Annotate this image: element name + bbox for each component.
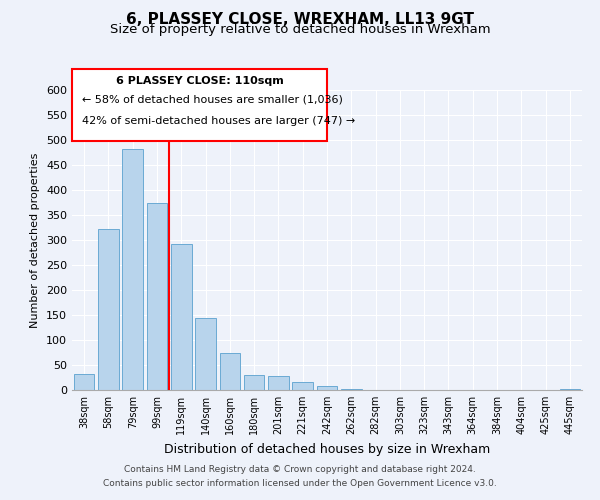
Bar bbox=[244, 374, 265, 390]
Bar bbox=[195, 318, 216, 390]
Y-axis label: Number of detached properties: Number of detached properties bbox=[31, 152, 40, 328]
X-axis label: Distribution of detached houses by size in Wrexham: Distribution of detached houses by size … bbox=[164, 442, 490, 456]
Bar bbox=[122, 149, 143, 390]
Text: 6 PLASSEY CLOSE: 110sqm: 6 PLASSEY CLOSE: 110sqm bbox=[116, 76, 283, 86]
Bar bbox=[317, 386, 337, 390]
Bar bbox=[74, 374, 94, 390]
Text: Contains HM Land Registry data © Crown copyright and database right 2024.
Contai: Contains HM Land Registry data © Crown c… bbox=[103, 466, 497, 487]
Bar bbox=[171, 244, 191, 390]
Text: 6, PLASSEY CLOSE, WREXHAM, LL13 9GT: 6, PLASSEY CLOSE, WREXHAM, LL13 9GT bbox=[126, 12, 474, 28]
Text: Size of property relative to detached houses in Wrexham: Size of property relative to detached ho… bbox=[110, 22, 490, 36]
Bar bbox=[560, 388, 580, 390]
Text: ← 58% of detached houses are smaller (1,036): ← 58% of detached houses are smaller (1,… bbox=[82, 94, 343, 104]
Bar bbox=[146, 202, 167, 390]
Bar bbox=[220, 352, 240, 390]
Bar bbox=[268, 376, 289, 390]
Bar bbox=[292, 382, 313, 390]
Bar bbox=[341, 389, 362, 390]
FancyBboxPatch shape bbox=[72, 69, 327, 141]
Bar bbox=[98, 229, 119, 390]
Text: 42% of semi-detached houses are larger (747) →: 42% of semi-detached houses are larger (… bbox=[82, 116, 355, 126]
